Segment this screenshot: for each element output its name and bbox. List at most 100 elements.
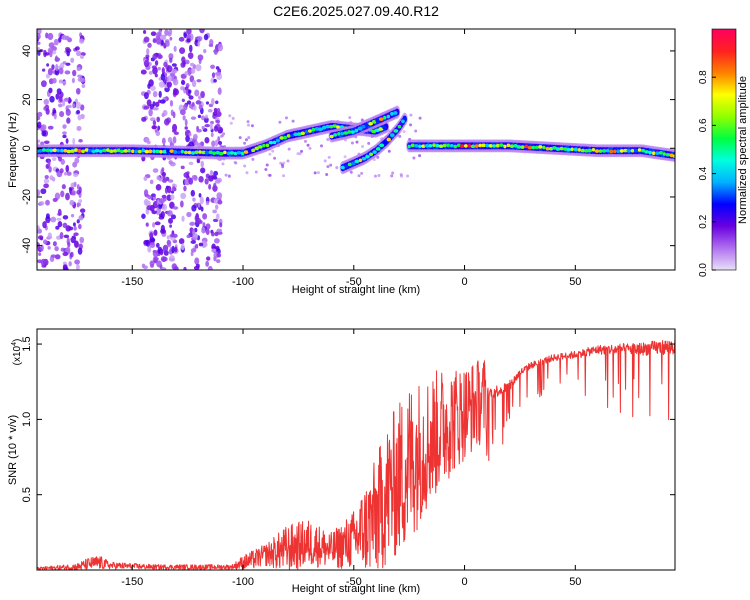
x-tick-label: -150 [121,276,143,288]
spectrogram-noise-cell [64,35,70,41]
spectrogram-noise-cell [348,116,352,120]
spectrogram-noise-cell [178,238,185,245]
spectrogram-trace-core [88,148,93,153]
spectrogram-noise-cell [45,213,50,220]
spectrogram-trace-core [211,151,217,155]
spectrogram-noise-cell [59,168,64,174]
spectrogram-noise-cell [215,259,221,264]
spectrogram-noise-cell [156,116,161,123]
spectrogram-noise-cell [43,140,50,144]
spectrogram-noise-cell [169,36,173,41]
spectrogram-trace-core [52,148,58,153]
spectrogram-noise-cell [205,201,210,206]
spectrogram-noise-cell [168,217,173,224]
spectrogram-noise-cell [182,115,186,121]
spectrogram-trace-core [442,143,447,148]
spectrogram-noise-cell [48,165,52,173]
spectrogram-noise-cell [399,173,403,177]
spectrogram-noise-cell [187,68,192,77]
spectrogram-trace-core [240,151,245,156]
spectrogram-noise-cell [194,215,200,222]
spectrogram-trace-core [438,144,444,148]
spectrogram-noise-cell [73,226,77,231]
spectrogram-trace-core [591,147,596,152]
spectrogram-trace-core [347,162,352,167]
spectrogram-noise-cell [78,215,84,221]
spectrogram-noise-cell [213,107,218,113]
snr-x-ticks: -150 -100 -50 0 50 [121,329,581,588]
spectrogram-noise-cell [66,171,72,176]
spectrogram-trace-core [49,148,54,153]
spectrogram-trace-core [503,144,507,149]
spectrogram-noise-cell [47,232,52,238]
spectrogram-noise-cell [197,114,202,119]
spectrogram-noise-cell [178,36,185,42]
spectrogram-noise-cell [37,225,40,231]
spectrogram-noise-cell [418,116,422,120]
spectrogram-noise-cell [199,29,205,34]
spectrogram-noise-cell [205,260,210,267]
spectrogram-noise-cell [45,108,50,115]
spectrogram-noise-cell [215,71,222,76]
spectrogram-noise-cell [146,205,153,211]
spectrogram-noise-cell [47,68,53,76]
spectrogram-trace-core [605,148,610,153]
spectrogram-trace-core [344,164,349,169]
spectrogram-noise-cell [213,48,218,55]
spectrogram-noise-cell [41,68,46,72]
spectrogram-trace-core [601,149,607,153]
spectrogram-noise-cell [47,246,51,250]
spectrogram-noise-cell [152,250,159,258]
spectrogram-noise-cell [52,77,57,84]
spectrogram-noise-cell [287,147,291,151]
spectrogram-trace-core [276,138,281,143]
spectrogram-trace-core [119,149,125,154]
spectrogram-trace-core [329,134,334,139]
spectrogram-noise-cell [37,121,42,129]
colorbar-tick-label: 0.6 [698,118,709,132]
spectrogram-trace-core [365,123,370,128]
y-tick-label: 0 [21,145,33,151]
spectrogram-noise-cell [217,87,222,95]
colorbar-ticks: 0.0 0.2 0.4 0.6 0.8 [698,70,716,277]
spectrogram-noise-cell [152,53,158,60]
spectrogram-trace-core [644,150,650,154]
spectrogram-noise-cell [41,130,47,137]
spectrogram-trace-core [152,149,156,154]
spectrogram-noise-cell [59,110,65,118]
spectrogram-noise-cell [56,217,62,221]
spectrogram-noise-cell [47,32,54,41]
spectrogram-noise-cell [189,221,196,226]
spectrogram-noise-cell [172,136,177,144]
spectrogram-noise-cell [174,246,178,253]
spectrogram-noise-cell [149,232,154,240]
spectrogram-trace-core [520,145,525,149]
spectrogram-noise-cell [44,175,49,180]
spectrogram-trace-core [654,151,660,156]
spectrogram-noise-cell [335,166,339,170]
spectrogram-trace-core [333,133,338,137]
spectrogram-noise-cell [71,190,76,196]
spectrogram-noise-cell [172,233,178,238]
spectrogram-noise-cell [188,161,194,166]
spectrogram-noise-cell [190,116,197,120]
spectrogram-noise-cell [140,69,147,75]
colorbar-label: Normalized spectral amplitude [737,76,749,224]
spectrogram-noise-cell [62,61,67,65]
spectrogram-noise-cell [57,37,62,43]
spectrogram-noise-cell [52,157,57,161]
spectrogram-noise-cell [173,45,177,52]
spectrogram-trace-core [616,149,621,153]
spectrogram-trace-core [159,149,163,154]
spectrogram-trace-core [251,148,256,153]
spectrogram-noise-cell [367,141,371,145]
spectrogram-noise-cell [150,85,156,92]
spectrogram-trace-core [347,130,352,134]
spectrogram-noise-cell [194,89,200,97]
spectrogram-noise-cell [62,251,69,257]
spectrogram-noise-cell [187,89,192,94]
spectrogram-trace-core [257,145,263,149]
spectrogram-noise-cell [160,256,167,262]
spectrogram-noise-cell [244,138,248,142]
spectrogram-noise-cell [197,40,201,47]
